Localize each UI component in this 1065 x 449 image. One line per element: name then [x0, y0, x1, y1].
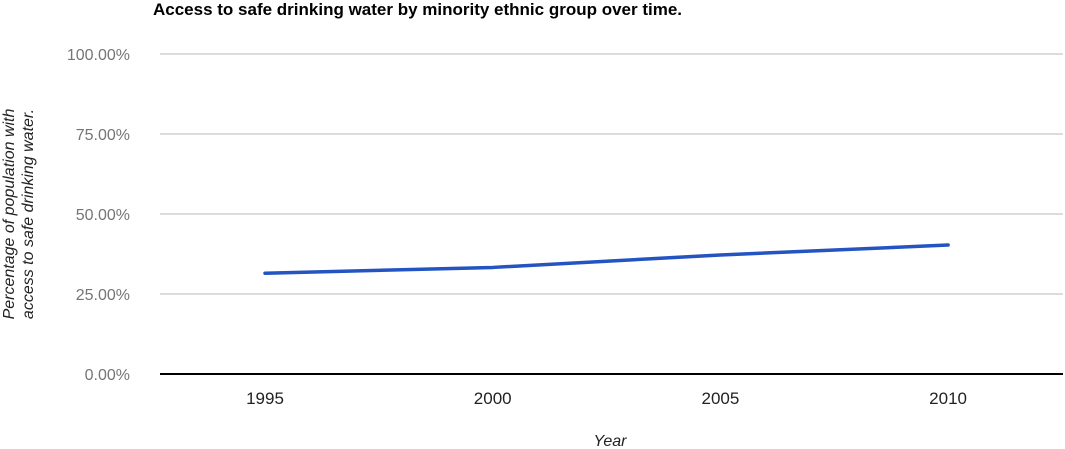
x-tick-label: 2005: [701, 389, 739, 408]
x-tick-label: 2010: [929, 389, 967, 408]
y-tick-label: 50.00%: [76, 207, 130, 224]
y-tick-label: 25.00%: [76, 287, 130, 304]
y-axis-title-line-1: Percentage of population with: [1, 108, 18, 319]
y-axis-title-line-2: access to safe drinking water.: [20, 109, 37, 319]
y-tick-label: 75.00%: [76, 127, 130, 144]
x-tick-label: 2000: [474, 389, 512, 408]
series-layer: [263, 243, 950, 275]
x-axis-title: Year: [594, 433, 628, 449]
y-axis-tick-labels: 0.00% 25.00% 50.00% 75.00% 100.00%: [67, 47, 130, 384]
y-axis-title: Percentage of population with access to …: [1, 108, 37, 319]
x-axis-tick-labels: 1995 2000 2005 2010: [246, 389, 967, 408]
gridlines: [160, 53, 1063, 375]
chart-title: Access to safe drinking water by minorit…: [153, 0, 682, 19]
y-tick-label: 0.00%: [85, 367, 130, 384]
x-tick-label: 1995: [246, 389, 284, 408]
y-tick-label: 100.00%: [67, 47, 130, 64]
series-line: [263, 243, 950, 275]
